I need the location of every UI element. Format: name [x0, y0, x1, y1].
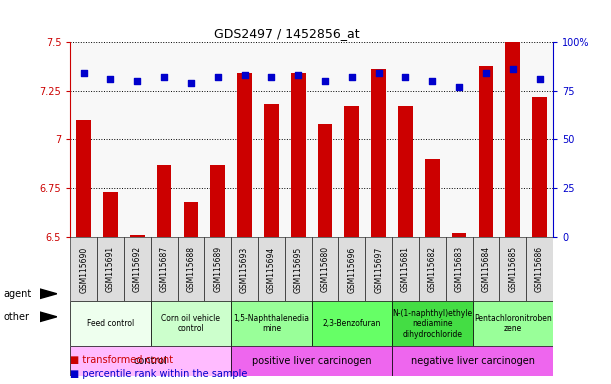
Bar: [472, 237, 499, 301]
Point: [186, 80, 196, 86]
Text: GSM115680: GSM115680: [321, 246, 329, 293]
Bar: [398, 106, 413, 237]
Text: GSM115694: GSM115694: [267, 246, 276, 293]
Bar: [318, 124, 332, 237]
Bar: [392, 346, 553, 376]
Point: [320, 78, 330, 84]
Bar: [151, 301, 231, 346]
Bar: [151, 237, 178, 301]
Bar: [478, 66, 493, 237]
Text: GSM115684: GSM115684: [481, 246, 491, 293]
Bar: [124, 237, 151, 301]
Bar: [312, 237, 338, 301]
Bar: [103, 192, 118, 237]
Text: GSM115686: GSM115686: [535, 246, 544, 293]
Bar: [157, 165, 172, 237]
Text: ■ percentile rank within the sample: ■ percentile rank within the sample: [70, 369, 247, 379]
Point: [347, 74, 357, 80]
Bar: [425, 159, 440, 237]
Text: 1,5-Naphthalenedia
mine: 1,5-Naphthalenedia mine: [233, 314, 309, 333]
Text: GDS2497 / 1452856_at: GDS2497 / 1452856_at: [214, 27, 360, 40]
Bar: [264, 104, 279, 237]
Bar: [526, 237, 553, 301]
Bar: [472, 301, 553, 346]
Text: positive liver carcinogen: positive liver carcinogen: [252, 356, 371, 366]
Bar: [392, 301, 472, 346]
Bar: [231, 237, 258, 301]
Point: [401, 74, 411, 80]
Point: [293, 72, 303, 78]
Bar: [70, 237, 97, 301]
Bar: [97, 237, 124, 301]
Text: GSM115696: GSM115696: [347, 246, 356, 293]
Text: GSM115693: GSM115693: [240, 246, 249, 293]
Bar: [285, 237, 312, 301]
Text: control: control: [134, 356, 167, 366]
Point: [481, 70, 491, 76]
Text: GSM115692: GSM115692: [133, 246, 142, 293]
Polygon shape: [40, 289, 57, 299]
Bar: [76, 120, 91, 237]
Text: GSM115695: GSM115695: [294, 246, 302, 293]
Bar: [210, 165, 225, 237]
Text: GSM115685: GSM115685: [508, 246, 518, 293]
Text: N-(1-naphthyl)ethyle
nediamine
dihydrochloride: N-(1-naphthyl)ethyle nediamine dihydroch…: [392, 309, 472, 339]
Text: GSM115697: GSM115697: [374, 246, 383, 293]
Point: [106, 76, 115, 82]
Bar: [505, 42, 520, 237]
Text: GSM115687: GSM115687: [159, 246, 169, 293]
Text: GSM115682: GSM115682: [428, 246, 437, 292]
Bar: [365, 237, 392, 301]
Text: Pentachloronitroben
zene: Pentachloronitroben zene: [474, 314, 552, 333]
Point: [213, 74, 222, 80]
Bar: [183, 202, 199, 237]
Point: [428, 78, 437, 84]
Text: agent: agent: [3, 289, 31, 299]
Bar: [452, 233, 466, 237]
Bar: [258, 237, 285, 301]
Bar: [70, 346, 231, 376]
Text: GSM115688: GSM115688: [186, 246, 196, 292]
Bar: [532, 97, 547, 237]
Bar: [419, 237, 445, 301]
Bar: [445, 237, 472, 301]
Bar: [237, 73, 252, 237]
Point: [454, 84, 464, 90]
Text: GSM115681: GSM115681: [401, 246, 410, 292]
Bar: [291, 73, 306, 237]
Point: [79, 70, 89, 76]
Text: ■ transformed count: ■ transformed count: [70, 355, 174, 365]
Bar: [231, 301, 312, 346]
Text: other: other: [3, 312, 29, 322]
Text: GSM115689: GSM115689: [213, 246, 222, 293]
Bar: [70, 301, 151, 346]
Text: GSM115691: GSM115691: [106, 246, 115, 293]
Point: [374, 70, 384, 76]
Point: [508, 66, 518, 73]
Polygon shape: [40, 312, 57, 322]
Text: negative liver carcinogen: negative liver carcinogen: [411, 356, 535, 366]
Text: Corn oil vehicle
control: Corn oil vehicle control: [161, 314, 221, 333]
Point: [133, 78, 142, 84]
Point: [159, 74, 169, 80]
Bar: [130, 235, 145, 237]
Bar: [499, 237, 526, 301]
Point: [266, 74, 276, 80]
Text: GSM115690: GSM115690: [79, 246, 88, 293]
Bar: [392, 237, 419, 301]
Bar: [345, 106, 359, 237]
Bar: [312, 301, 392, 346]
Point: [240, 72, 249, 78]
Point: [535, 76, 544, 82]
Text: Feed control: Feed control: [87, 319, 134, 328]
Text: 2,3-Benzofuran: 2,3-Benzofuran: [323, 319, 381, 328]
Text: GSM115683: GSM115683: [455, 246, 464, 293]
Bar: [204, 237, 231, 301]
Bar: [371, 70, 386, 237]
Bar: [338, 237, 365, 301]
Bar: [178, 237, 204, 301]
Bar: [231, 346, 392, 376]
